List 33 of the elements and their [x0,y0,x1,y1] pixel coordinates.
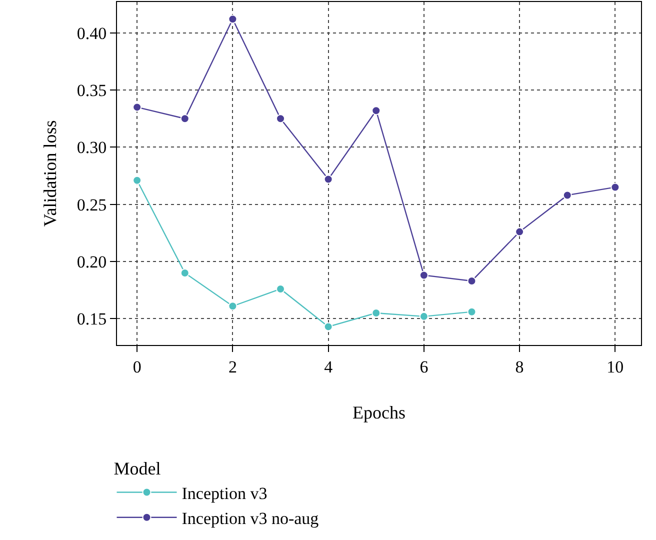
point [180,114,190,124]
point [228,14,238,24]
y-tick-label: 0.35 [76,80,107,100]
x-tick-label: 4 [324,357,334,376]
point [324,174,333,184]
y-tick-label: 0.15 [76,310,107,329]
point [132,102,142,112]
point [467,276,476,286]
y-tick-label: 0.20 [76,252,107,272]
point [132,176,142,185]
point [372,106,381,116]
point [562,190,572,200]
y-tick-label: 0.40 [76,24,107,43]
x-tick-label: 6 [420,357,428,376]
y-tick-label: 0.30 [76,138,107,158]
legend-label: Inception v3 no-aug [182,509,320,528]
y-axis-title: Validation loss [40,120,60,227]
point [610,182,620,192]
point [228,302,238,311]
y-tick-label: 0.25 [76,195,107,214]
x-tick-label: 8 [515,357,524,376]
point [324,322,333,332]
x-tick-label: 0 [132,357,142,376]
point [419,312,428,321]
point [515,227,524,236]
x-tick-label: 10 [606,357,624,376]
point [419,270,428,280]
x-tick-label: 2 [228,357,237,376]
x-axis-title: Epochs [352,402,406,422]
legend-label: Inception v3 [182,484,268,503]
point [467,307,476,316]
point [180,268,190,278]
legend-title: Model [114,458,161,479]
